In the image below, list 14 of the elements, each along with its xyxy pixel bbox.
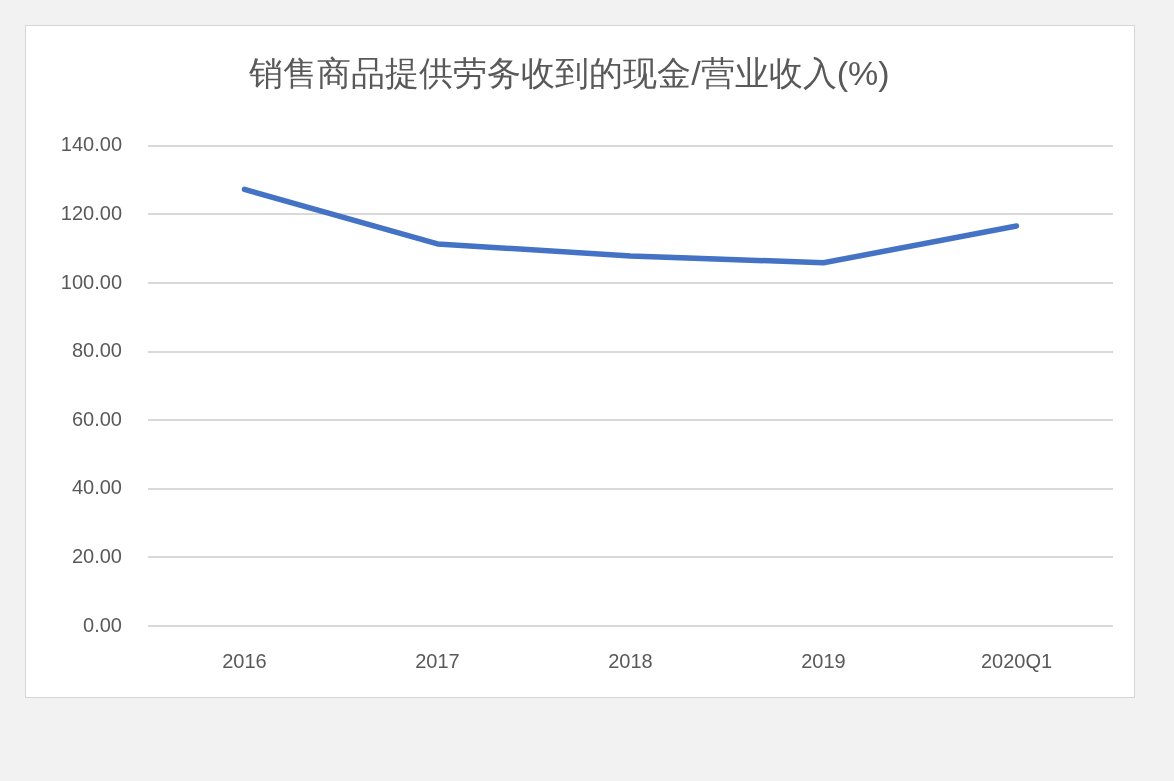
y-tick-label: 140.00 — [60, 133, 122, 156]
x-tick-label: 2018 — [608, 649, 653, 672]
y-tick-label: 120.00 — [60, 201, 122, 224]
y-tick-label: 60.00 — [71, 407, 122, 430]
x-tick-label: 2020Q1 — [980, 649, 1053, 672]
x-tick-label: 2017 — [415, 649, 460, 672]
y-tick-label: 80.00 — [71, 339, 122, 362]
y-tick-label: 100.00 — [60, 270, 122, 293]
x-tick-label: 2019 — [801, 649, 846, 672]
chart-title: 销售商品提供劳务收到的现金/营业收入(%) — [248, 53, 890, 92]
y-tick-label: 20.00 — [71, 544, 122, 567]
x-tick-label: 2016 — [222, 649, 267, 672]
y-tick-label: 40.00 — [71, 476, 122, 499]
y-tick-label: 0.00 — [83, 613, 122, 636]
